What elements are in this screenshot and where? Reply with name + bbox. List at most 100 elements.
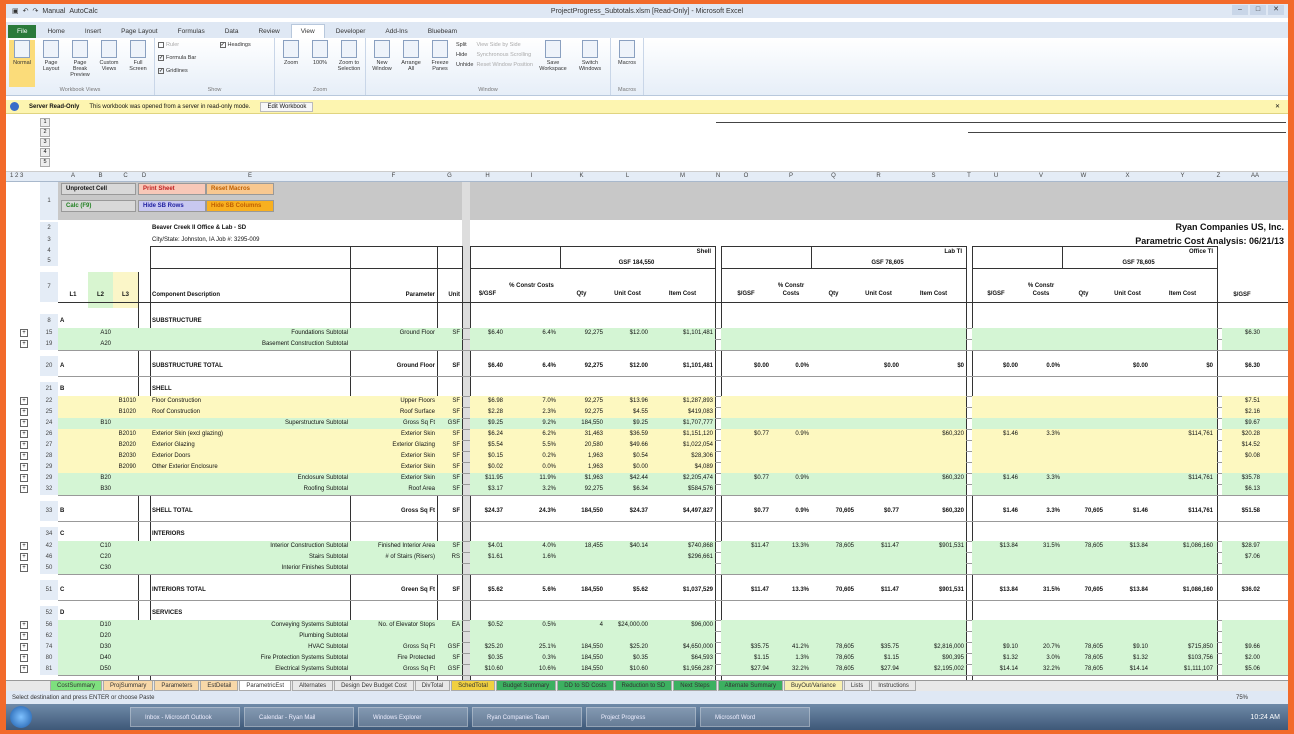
expand-row-button[interactable]: +: [20, 542, 28, 550]
row-header[interactable]: 32: [40, 484, 58, 495]
row-header[interactable]: 62: [40, 631, 58, 642]
row-header[interactable]: 33: [40, 501, 58, 521]
taskbar-item-calendar-ryan-mail[interactable]: Calendar - Ryan Mail: [244, 707, 354, 727]
expand-row-button[interactable]: +: [20, 654, 28, 662]
row-header[interactable]: 22: [40, 396, 58, 407]
column-header-b[interactable]: B: [98, 173, 103, 179]
column-header-y[interactable]: Y: [1180, 173, 1185, 179]
sheet-tab-alternate-summary[interactable]: Alternate Summary: [717, 681, 783, 691]
column-header-q[interactable]: Q: [831, 173, 836, 179]
row-header[interactable]: 1: [40, 182, 58, 220]
column-header-p[interactable]: P: [788, 173, 793, 179]
column-header-h[interactable]: H: [485, 173, 490, 179]
sheet-tab-reduction-to-sd[interactable]: Reduction to SD: [614, 681, 673, 691]
split-button[interactable]: Split: [456, 42, 467, 48]
sheet-tab-instructions[interactable]: Instructions: [871, 681, 916, 691]
row-header[interactable]: 21: [40, 382, 58, 396]
sheet-tab-parameters[interactable]: Parameters: [154, 681, 200, 691]
worksheet-grid[interactable]: 1 Unprotect Cell Print Sheet Reset Macros Ca…: [6, 182, 1288, 680]
row-header[interactable]: 74: [40, 642, 58, 653]
expand-row-button[interactable]: +: [20, 553, 28, 561]
save-icon[interactable]: ▣: [12, 8, 19, 15]
row-header[interactable]: 42: [40, 541, 58, 552]
column-header-i[interactable]: I: [530, 173, 533, 179]
reset-window-position-button[interactable]: Reset Window Position: [476, 62, 533, 68]
outline-level-button[interactable]: 3: [40, 138, 50, 147]
taskbar-item-inbox-microsoft-outlook[interactable]: Inbox - Microsoft Outlook: [130, 707, 240, 727]
tab-review[interactable]: Review: [258, 28, 280, 35]
macro-button-unprotect-cell[interactable]: Unprotect Cell: [61, 183, 136, 195]
row-header[interactable]: 51: [40, 580, 58, 600]
outline-level-button[interactable]: 4: [40, 148, 50, 157]
sheet-tab-schedtotal[interactable]: SchedTotal: [451, 681, 495, 691]
ruler-checkbox[interactable]: Ruler: [158, 42, 217, 48]
taskbar-item-windows-explorer[interactable]: Windows Explorer: [358, 707, 468, 727]
row-header[interactable]: 2: [40, 222, 58, 234]
outline-level-button[interactable]: 1: [40, 118, 50, 127]
tab-view[interactable]: View: [290, 24, 325, 38]
expand-row-button[interactable]: +: [20, 430, 28, 438]
row-header[interactable]: 81: [40, 664, 58, 675]
qat-autocalc[interactable]: AutoCalc: [69, 7, 98, 15]
expand-row-button[interactable]: +: [20, 632, 28, 640]
row-header[interactable]: 20: [40, 356, 58, 376]
expand-row-button[interactable]: +: [20, 408, 28, 416]
column-header-v[interactable]: V: [1038, 173, 1043, 179]
tab-developer[interactable]: Developer: [335, 28, 366, 35]
hide-button[interactable]: Hide: [456, 52, 468, 58]
column-header-w[interactable]: W: [1080, 173, 1087, 179]
column-header-g[interactable]: G: [447, 173, 452, 179]
macro-button-hide-sb-columns[interactable]: Hide SB Columns: [206, 200, 274, 212]
sheet-tab-projsummary[interactable]: ProjSummary: [103, 681, 154, 691]
row-header[interactable]: 28: [40, 451, 58, 462]
minimize-button[interactable]: –: [1232, 5, 1248, 15]
column-header-l[interactable]: L: [625, 173, 630, 179]
column-header-z[interactable]: Z: [1216, 173, 1221, 179]
expand-row-button[interactable]: +: [20, 452, 28, 460]
sheet-tab-alternates[interactable]: Alternates: [292, 681, 334, 691]
expand-row-button[interactable]: +: [20, 485, 28, 493]
expand-row-button[interactable]: +: [20, 463, 28, 471]
row-header[interactable]: 29: [40, 462, 58, 473]
synchronous-scrolling-button[interactable]: Synchronous Scrolling: [476, 52, 532, 58]
taskbar-item-microsoft-word[interactable]: Microsoft Word: [700, 707, 810, 727]
expand-row-button[interactable]: +: [20, 329, 28, 337]
expand-row-button[interactable]: +: [20, 419, 28, 427]
sheet-tab-costsummary[interactable]: CostSummary: [50, 681, 103, 691]
row-header[interactable]: 80: [40, 653, 58, 664]
tab-page-layout[interactable]: Page Layout: [121, 28, 158, 35]
normal-button[interactable]: Normal: [9, 40, 35, 87]
column-header-o[interactable]: O: [743, 173, 749, 179]
headings-checkbox[interactable]: ✓ Headings: [219, 42, 271, 48]
gridlines-checkbox[interactable]: ✓ Gridlines: [158, 68, 217, 74]
formula-bar-checkbox[interactable]: ✓ Formula Bar: [158, 55, 217, 61]
column-header-f[interactable]: F: [391, 173, 396, 179]
maximize-button[interactable]: □: [1250, 5, 1266, 15]
save-workspace-button[interactable]: Save Workspace: [536, 40, 570, 87]
sheet-tab-next-steps[interactable]: Next Steps: [673, 681, 717, 691]
row-header[interactable]: 5: [40, 256, 58, 266]
row-header[interactable]: 56: [40, 620, 58, 631]
full-screen-button[interactable]: Full Screen: [125, 40, 151, 87]
tab-home[interactable]: Home: [47, 28, 65, 35]
column-header-e[interactable]: E: [247, 173, 252, 179]
expand-row-button[interactable]: +: [20, 621, 28, 629]
sheet-tab-budget-summary[interactable]: Budget Summary: [495, 681, 557, 691]
row-header[interactable]: 25: [40, 407, 58, 418]
row-header[interactable]: 46: [40, 552, 58, 563]
tab-add-ins[interactable]: Add-Ins: [385, 28, 408, 35]
macro-button-print-sheet[interactable]: Print Sheet: [138, 183, 206, 195]
row-header[interactable]: 19: [40, 339, 58, 350]
column-header-d[interactable]: D: [141, 173, 147, 179]
macros-button[interactable]: Macros: [614, 40, 640, 87]
custom-views-button[interactable]: Custom Views: [96, 40, 122, 87]
column-header-k[interactable]: K: [579, 173, 584, 179]
row-header[interactable]: 50: [40, 563, 58, 574]
column-header-x[interactable]: X: [1125, 173, 1130, 179]
sheet-tab-dd-to-sd-costs[interactable]: DD to SD Costs: [557, 681, 614, 691]
close-button[interactable]: ✕: [1268, 5, 1284, 15]
row-header[interactable]: 4: [40, 246, 58, 256]
expand-row-button[interactable]: +: [20, 564, 28, 572]
zoom-level[interactable]: 75%: [1235, 694, 1248, 701]
page-break-preview-button[interactable]: Page Break Preview: [67, 40, 93, 87]
